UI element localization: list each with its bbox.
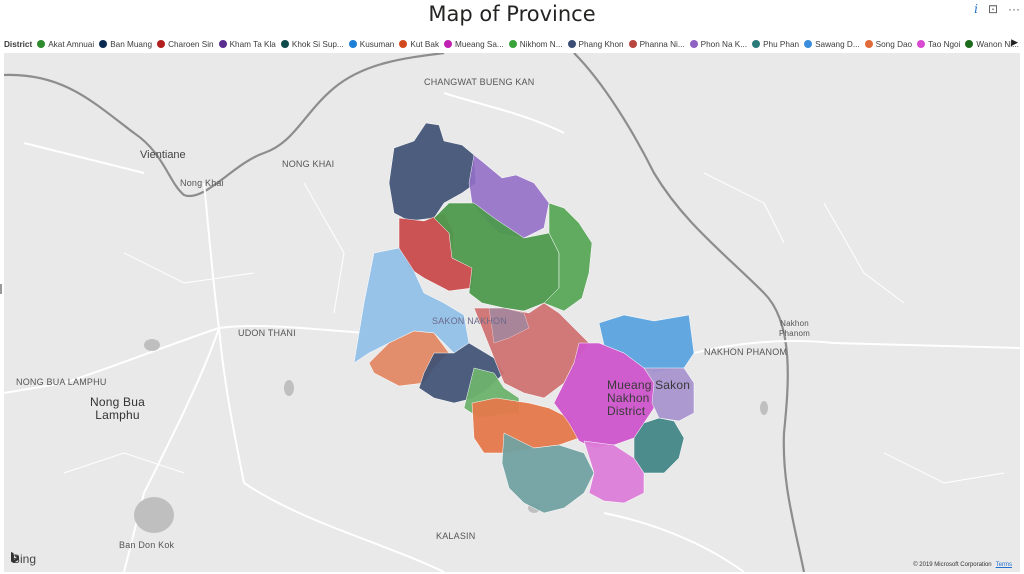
legend-dot-icon (965, 40, 974, 48)
district-akat-amnuai (543, 202, 593, 312)
legend-item-label: Mueang Sa... (455, 39, 504, 49)
legend-item-label: Song Dao (875, 39, 913, 49)
legend-dot-icon (804, 40, 813, 48)
resize-handle[interactable] (0, 284, 2, 294)
legend: District Akat Amnuai Ban Muang Charoen Sin… (4, 37, 1020, 51)
district-nikhom-nam-un (488, 307, 530, 344)
legend-dot-icon (399, 40, 408, 48)
legend-dot-icon (157, 40, 166, 48)
legend-dot-icon (348, 40, 357, 48)
map-copyright: © 2019 Microsoft Corporation Terms (913, 562, 1012, 568)
label-ban-don-kok: Ban Don Kok (119, 540, 175, 550)
legend-dot-icon (567, 40, 576, 48)
legend-item-label: Tao Ngoi (928, 39, 961, 49)
legend-dot-icon (444, 40, 453, 48)
legend-item[interactable]: Kut Bak (399, 40, 439, 49)
legend-item-label: Kusuman (359, 39, 395, 49)
legend-items: Akat Amnuai Ban Muang Charoen Sin Kham Ta K… (37, 40, 1020, 49)
province-districts[interactable] (353, 122, 695, 514)
legend-item-label: Nikhom N... (519, 39, 563, 49)
visual-header-icons: i ⊡ ··· (974, 2, 1020, 16)
legend-item-label: Phu Phan (763, 39, 800, 49)
map-canvas[interactable]: Vientiane Nong Khai NONG KHAI CHANGWAT B… (4, 53, 1020, 572)
focus-mode-icon[interactable]: ⊡ (987, 2, 998, 16)
label-nong-khai-city: Nong Khai (180, 178, 224, 188)
district-phanna-south (583, 440, 645, 504)
district-phu-phan (501, 432, 595, 514)
legend-item[interactable]: Ban Muang (99, 40, 152, 49)
label-changwat-bueng-kan: CHANGWAT BUENG KAN (424, 77, 535, 87)
legend-item-label: Charoen Sin (168, 39, 214, 49)
label-udon-thani: UDON THANI (238, 328, 296, 338)
legend-item[interactable]: Phanna Ni... (628, 39, 685, 49)
legend-item-label: Ban Muang (110, 39, 153, 49)
info-icon[interactable]: i (974, 2, 978, 16)
label-kalasin: KALASIN (436, 531, 476, 541)
legend-item-label: Khok Si Sup... (291, 39, 344, 49)
roads (4, 92, 1020, 572)
district-sawang-daen-din (353, 247, 470, 364)
legend-dot-icon (280, 40, 289, 48)
label-vientiane: Vientiane (140, 149, 186, 161)
legend-item-label: Kham Ta Kla (229, 39, 276, 49)
label-sakon-nakhon: SAKON NAKHON (432, 316, 507, 326)
map-basemap (4, 53, 1020, 572)
legend-dot-icon (37, 40, 46, 48)
legend-item[interactable]: Phang Khon (567, 39, 624, 49)
label-nakhon-phanom-city: Nakhon Phanom (779, 319, 810, 338)
legend-item[interactable]: Nikhom N... (508, 39, 563, 49)
legend-dot-icon (864, 40, 873, 48)
legend-dot-icon (689, 40, 698, 48)
legend-item-label: Akat Amnuai (48, 39, 95, 49)
legend-item[interactable]: Sawang D... (804, 40, 860, 49)
legend-dot-icon (218, 40, 227, 48)
legend-item[interactable]: Khok Si Sup... (280, 39, 344, 49)
visual-title: Map of Province (428, 2, 596, 26)
legend-item[interactable]: Song Dao (864, 39, 913, 49)
legend-dot-icon (752, 40, 761, 48)
label-nakhon-phanom: NAKHON PHANOM (704, 347, 788, 357)
legend-item[interactable]: Wanon Ni... (965, 39, 1019, 49)
legend-item[interactable]: Phu Phan (752, 40, 799, 49)
mekong-river-east (573, 53, 806, 572)
label-nong-bua-lamphu-city: Nong Bua Lamphu (90, 395, 145, 422)
legend-item[interactable]: Akat Amnuai (37, 40, 94, 49)
legend-item[interactable]: Phon Na K... (689, 39, 748, 49)
mekong-river (4, 53, 445, 198)
legend-dot-icon (917, 40, 926, 48)
legend-item-label: Kut Bak (410, 39, 440, 49)
label-nong-bua-lamphu: NONG BUA LAMPHU (16, 377, 107, 387)
legend-item-label: Phanna Ni... (639, 39, 685, 49)
label-nong-khai: NONG KHAI (282, 159, 335, 169)
legend-item[interactable]: Kusuman (348, 39, 395, 49)
district-phon-na-kaeo (643, 367, 695, 422)
legend-item-label: Sawang D... (815, 39, 860, 49)
district-tao-ngoi (471, 397, 580, 454)
terms-link[interactable]: Terms (995, 562, 1012, 568)
bing-logo: Bing (10, 552, 36, 566)
label-mueang-sakon-nakhon: Mueang Sakon Nakhon District (607, 378, 691, 418)
legend-item-label: Phang Khon (578, 39, 624, 49)
legend-item-label: Wanon Ni... (976, 39, 1019, 49)
bing-text: Bing (12, 552, 37, 566)
legend-dot-icon (508, 40, 517, 48)
copyright-text: © 2019 Microsoft Corporation (913, 562, 992, 568)
minor-roads (63, 172, 1005, 484)
more-options-icon[interactable]: ··· (1008, 2, 1020, 16)
legend-item[interactable]: Mueang Sa... (444, 40, 504, 49)
legend-title: District (4, 39, 33, 49)
legend-item[interactable]: Charoen Sin (157, 40, 214, 49)
legend-dot-icon (99, 40, 108, 48)
legend-item-label: Phon Na K... (700, 39, 748, 49)
legend-item[interactable]: Tao Ngoi (917, 40, 960, 49)
legend-item[interactable]: Kham Ta Kla (218, 39, 276, 49)
legend-dot-icon (628, 40, 637, 48)
legend-next-arrow[interactable]: ▶ (1011, 37, 1018, 47)
